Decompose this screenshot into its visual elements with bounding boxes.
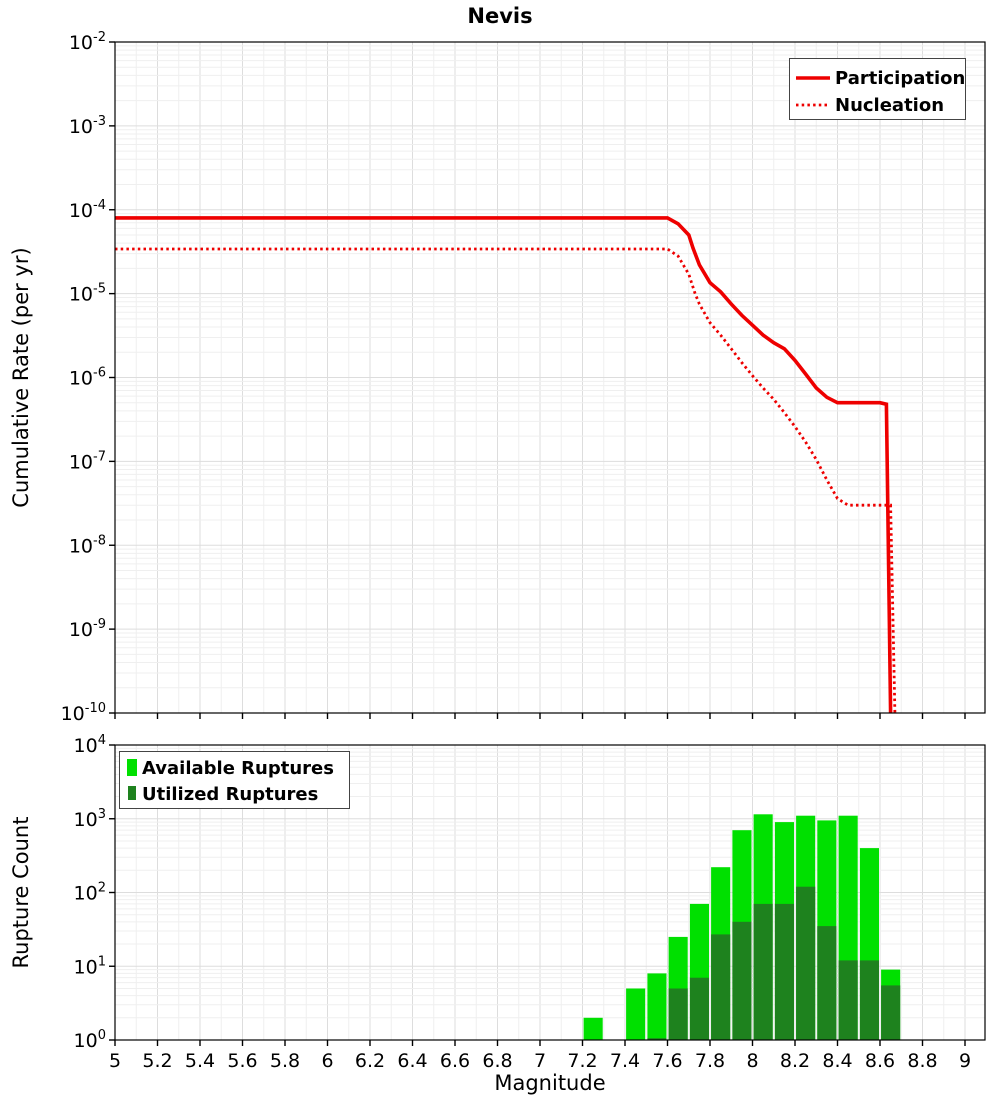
y-tick-label: 10-7: [69, 449, 106, 473]
y-tick-label: 10-6: [69, 366, 106, 390]
utilized-ruptures-bars: [647, 886, 901, 1040]
legend-label-utilized: Utilized Ruptures: [142, 784, 318, 805]
participation-line: [115, 216, 893, 713]
x-tick-label: 8: [746, 1050, 758, 1072]
x-tick-label: 7: [534, 1050, 546, 1072]
top-plot: 10-2 10-3 10-4 10-5 10-6 10-7 10-8 10-9 10-10: [61, 30, 986, 725]
y-tick-label: 10-10: [61, 701, 106, 725]
y-tick-label: 104: [74, 733, 106, 757]
x-tick-label: 7.8: [695, 1050, 725, 1072]
x-tick-label: 6.2: [355, 1050, 385, 1072]
bar: [881, 985, 901, 1040]
available-ruptures-swatch: [127, 759, 137, 776]
x-tick-label: 5.2: [142, 1050, 172, 1072]
chart-title: Nevis: [467, 4, 532, 28]
y-tick-label: 103: [74, 807, 106, 831]
utilized-ruptures-swatch: [128, 786, 136, 800]
x-tick-label: 6.4: [397, 1050, 427, 1072]
y-tick-label: 10-8: [69, 533, 106, 557]
legend-box: [789, 58, 966, 120]
bar: [732, 921, 752, 1040]
bar: [668, 988, 688, 1040]
x-tick-label: 8.8: [907, 1050, 937, 1072]
bar: [647, 973, 667, 1040]
y-tick-label: 10-9: [69, 617, 106, 641]
bar: [817, 926, 837, 1040]
y-tick-label: 102: [74, 881, 106, 905]
x-tick-label: 7.2: [567, 1050, 597, 1072]
bar: [626, 988, 646, 1040]
bar: [838, 960, 858, 1040]
y-tick-label: 10-5: [69, 282, 106, 306]
y-tick-label: 10-2: [69, 30, 106, 54]
bar: [753, 903, 773, 1040]
y-axis-label-top: Cumulative Rate (per yr): [9, 247, 33, 507]
legend-label-available: Available Ruptures: [142, 758, 334, 779]
legend-box: [119, 751, 350, 809]
bar: [711, 934, 731, 1040]
x-tick-label: 8.2: [780, 1050, 810, 1072]
bar: [689, 977, 709, 1040]
bar: [859, 960, 879, 1040]
x-tick-label: 6.8: [482, 1050, 512, 1072]
legend-label-participation: Participation: [835, 68, 965, 89]
bar: [583, 1017, 603, 1040]
x-tick-label: 7.6: [652, 1050, 682, 1072]
x-tick-label: 5.4: [185, 1050, 215, 1072]
x-tick-label: 8.4: [822, 1050, 852, 1072]
x-axis-label: Magnitude: [494, 1071, 605, 1095]
y-axis-label-bottom: Rupture Count: [9, 817, 33, 969]
x-tick-label: 5.8: [270, 1050, 300, 1072]
x-tick-label: 7.4: [610, 1050, 640, 1072]
bar: [647, 1038, 667, 1040]
legend-top-chart: Participation Nucleation: [789, 58, 966, 120]
x-tick-label: 5.6: [227, 1050, 257, 1072]
x-tick-label: 9: [959, 1050, 971, 1072]
bar: [796, 886, 816, 1040]
x-tick-label: 8.6: [865, 1050, 895, 1072]
bar: [774, 903, 794, 1040]
y-tick-label: 10-4: [69, 198, 106, 222]
y-tick-label: 101: [74, 954, 106, 978]
x-tick-label: 5: [109, 1050, 121, 1072]
x-tick-label: 6.6: [440, 1050, 470, 1072]
legend-label-nucleation: Nucleation: [835, 95, 944, 116]
generated-plot-content: 10-2 10-3 10-4 10-5 10-6 10-7 10-8 10-9 10-10 104…: [61, 30, 986, 1072]
y-tick-label: 100: [74, 1028, 106, 1052]
legend-bottom-chart: Available Ruptures Utilized Ruptures: [119, 751, 350, 809]
y-tick-label: 10-3: [69, 114, 106, 138]
x-tick-label: 6: [321, 1050, 333, 1072]
